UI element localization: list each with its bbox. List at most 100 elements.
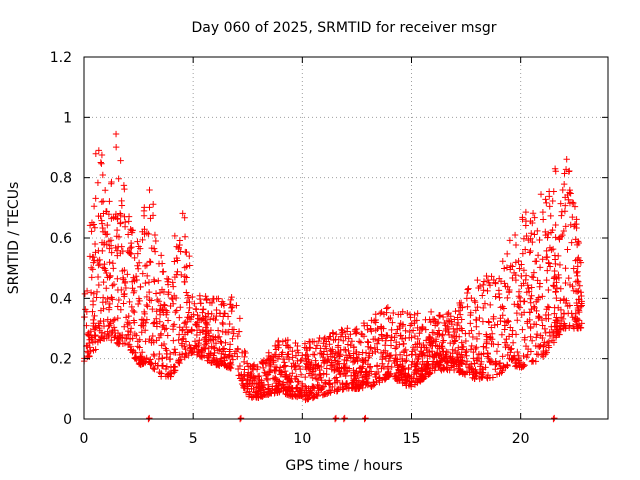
data-point bbox=[372, 311, 379, 318]
data-point bbox=[540, 341, 548, 349]
data-point bbox=[512, 331, 520, 338]
data-point bbox=[186, 304, 193, 312]
data-point bbox=[516, 304, 524, 311]
data-point bbox=[447, 313, 454, 320]
data-point bbox=[401, 379, 409, 386]
data-point bbox=[85, 329, 92, 337]
x-tick-label: 15 bbox=[403, 431, 421, 447]
data-point bbox=[185, 309, 192, 316]
data-point bbox=[352, 370, 360, 377]
data-point bbox=[396, 374, 404, 381]
data-point bbox=[151, 278, 158, 285]
data-point bbox=[234, 332, 241, 340]
data-point bbox=[577, 259, 585, 266]
data-point bbox=[227, 359, 234, 366]
data-point bbox=[115, 233, 123, 241]
data-point bbox=[200, 352, 208, 359]
data-point bbox=[426, 316, 433, 323]
data-point bbox=[378, 323, 385, 331]
data-point bbox=[452, 308, 459, 315]
data-point bbox=[518, 261, 525, 268]
data-point bbox=[103, 334, 110, 342]
data-point bbox=[564, 246, 571, 253]
data-point bbox=[333, 374, 340, 381]
data-point bbox=[113, 247, 121, 255]
data-point bbox=[344, 325, 351, 332]
data-point bbox=[105, 322, 112, 330]
data-point bbox=[87, 289, 95, 296]
data-point bbox=[315, 337, 323, 345]
data-point bbox=[414, 335, 421, 343]
y-tick-label: 0.6 bbox=[50, 231, 72, 247]
data-point bbox=[94, 273, 102, 281]
data-point bbox=[102, 231, 110, 238]
data-point bbox=[288, 363, 295, 370]
data-point bbox=[561, 170, 568, 177]
data-point bbox=[335, 360, 343, 367]
data-point bbox=[184, 292, 191, 299]
data-point bbox=[417, 326, 425, 334]
data-point bbox=[326, 380, 333, 388]
data-point bbox=[472, 307, 480, 314]
data-point bbox=[212, 340, 220, 347]
data-point bbox=[509, 339, 517, 347]
data-point bbox=[250, 385, 257, 393]
data-point bbox=[245, 369, 252, 376]
data-point bbox=[151, 248, 159, 255]
data-point bbox=[134, 262, 141, 269]
data-point bbox=[108, 249, 115, 256]
data-point bbox=[448, 318, 455, 325]
data-point bbox=[145, 288, 153, 296]
data-point bbox=[570, 223, 578, 230]
data-point bbox=[295, 363, 303, 370]
data-point bbox=[207, 337, 215, 344]
data-point bbox=[228, 304, 235, 312]
data-point bbox=[121, 185, 128, 193]
data-point bbox=[275, 382, 282, 390]
data-point bbox=[135, 259, 143, 266]
data-point bbox=[143, 354, 150, 362]
data-point bbox=[528, 292, 535, 299]
data-point bbox=[171, 232, 179, 240]
data-point bbox=[504, 294, 511, 302]
data-point bbox=[85, 349, 92, 356]
data-point bbox=[483, 331, 490, 338]
data-point bbox=[539, 322, 546, 329]
data-point bbox=[302, 373, 309, 381]
data-point bbox=[556, 261, 564, 269]
data-point bbox=[175, 331, 183, 338]
data-point bbox=[157, 330, 165, 337]
data-point bbox=[439, 356, 446, 364]
data-point bbox=[550, 339, 558, 346]
data-point bbox=[142, 319, 149, 326]
data-point bbox=[186, 298, 193, 306]
data-point bbox=[182, 338, 190, 345]
data-point bbox=[549, 197, 556, 205]
data-point bbox=[317, 345, 324, 352]
data-point bbox=[134, 250, 142, 257]
data-point bbox=[297, 389, 304, 396]
data-point bbox=[471, 375, 478, 382]
data-point bbox=[101, 265, 108, 272]
data-point bbox=[95, 320, 103, 327]
data-point bbox=[499, 312, 506, 319]
data-point bbox=[556, 331, 563, 338]
data-point bbox=[92, 346, 99, 353]
data-point bbox=[473, 323, 480, 330]
data-point bbox=[549, 245, 557, 253]
data-point bbox=[574, 288, 581, 295]
data-point bbox=[554, 304, 562, 311]
data-point bbox=[196, 292, 204, 299]
data-point bbox=[370, 379, 377, 386]
data-point bbox=[512, 241, 520, 249]
data-point bbox=[429, 365, 436, 372]
data-point bbox=[126, 249, 133, 256]
data-point bbox=[533, 307, 540, 315]
data-point bbox=[248, 393, 255, 401]
data-point bbox=[228, 352, 236, 360]
data-point bbox=[542, 311, 550, 319]
data-point bbox=[405, 365, 412, 373]
data-point bbox=[223, 329, 231, 336]
data-point bbox=[155, 260, 163, 268]
data-point bbox=[326, 333, 333, 340]
